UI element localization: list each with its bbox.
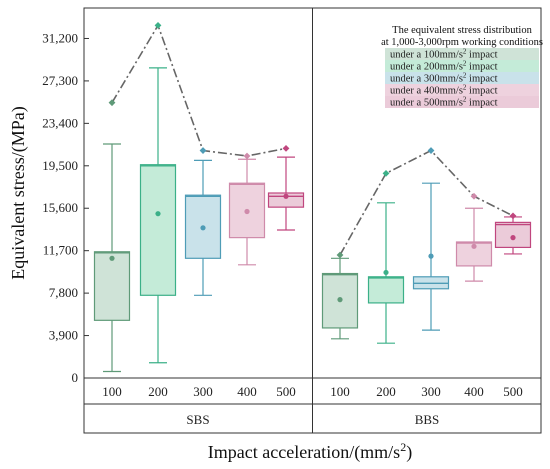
- category-tick-label: 400: [237, 384, 257, 399]
- y-tick-label: 23,400: [42, 115, 78, 130]
- mean-marker: [471, 243, 477, 249]
- x-axis-title: Impact acceleration/(mm/s2): [208, 440, 412, 463]
- legend-swatch: [385, 96, 539, 108]
- legend-entry: under a 300mm/s2 impact: [390, 72, 498, 85]
- outlier-marker: [154, 22, 162, 29]
- outlier-marker: [509, 212, 517, 220]
- legend-title-line2: at 1,000-3,000rpm working conditions: [381, 37, 543, 48]
- y-axis: 0 3,900 7,800 11,700 15,600 19,500 23,400 27,30…: [42, 30, 89, 385]
- category-tick-label: 500: [276, 384, 296, 399]
- category-tick-label: 300: [193, 384, 213, 399]
- mean-marker: [337, 297, 343, 303]
- box: [455, 241, 493, 267]
- legend: The equivalent stress distribution at 1,…: [381, 25, 543, 109]
- mean-marker: [109, 255, 115, 261]
- category-labels: 100 200 300 400 500 100 200 300 400 500: [102, 384, 523, 399]
- mean-marker: [510, 235, 516, 241]
- x-axis-title-end: ): [406, 442, 412, 463]
- group-label: BBS: [415, 412, 440, 427]
- whiskers-layer: [103, 67, 522, 373]
- x-axis-title-sup: 2: [400, 440, 406, 454]
- mean-marker: [200, 225, 206, 231]
- x-axis-title-main: Impact acceleration/(mm/s: [208, 442, 400, 463]
- y-tick-label: 0: [72, 370, 79, 385]
- legend-swatch: [385, 48, 539, 60]
- category-tick-label: 200: [376, 384, 396, 399]
- outlier-marker: [382, 170, 390, 177]
- category-tick-label: 100: [102, 384, 122, 399]
- category-tick-label: 400: [464, 384, 484, 399]
- y-tick-label: 7,800: [49, 285, 78, 300]
- legend-swatch: [385, 60, 539, 72]
- mean-marker: [428, 253, 434, 259]
- legend-title-line1: The equivalent stress distribution: [392, 25, 532, 36]
- outlier-marker: [470, 192, 478, 200]
- outlier-marker: [199, 147, 207, 154]
- y-axis-title: Equivalent stress/(MPa): [8, 106, 29, 279]
- outlier-marker: [336, 251, 344, 259]
- group-labels: SBS BBS: [186, 412, 439, 427]
- y-tick-label: 19,500: [42, 158, 78, 173]
- box: [139, 164, 177, 296]
- mean-marker: [244, 208, 250, 215]
- outlier-marker: [108, 99, 116, 107]
- legend-entry: under a 500mm/s2 impact: [390, 96, 498, 109]
- box: [494, 221, 532, 249]
- category-tick-label: 100: [330, 384, 350, 399]
- legend-entry: under a 200mm/s2 impact: [390, 60, 498, 73]
- category-tick-label: 500: [503, 384, 523, 399]
- box: [93, 251, 131, 321]
- outlier-marker: [282, 144, 290, 152]
- legend-entry: under a 400mm/s2 impact: [390, 84, 498, 97]
- outlier-marker: [243, 152, 251, 160]
- points-layer: [108, 22, 517, 303]
- mean-marker: [155, 211, 161, 217]
- category-tick-label: 200: [148, 384, 168, 399]
- outlier-marker: [427, 147, 435, 154]
- box: [228, 182, 266, 239]
- legend-entry: under a 100mm/s2 impact: [390, 48, 498, 61]
- box: [367, 276, 405, 304]
- legend-swatch: [385, 84, 539, 96]
- mean-marker: [383, 269, 389, 276]
- mean-marker: [283, 193, 289, 199]
- y-tick-label: 11,700: [43, 243, 78, 258]
- group-label: SBS: [186, 412, 209, 427]
- y-tick-label: 15,600: [42, 200, 78, 215]
- legend-swatch: [385, 72, 539, 84]
- y-tick-label: 31,200: [42, 30, 78, 45]
- y-tick-label: 27,300: [42, 73, 78, 88]
- y-tick-label: 3,900: [49, 328, 78, 343]
- category-tick-label: 300: [421, 384, 441, 399]
